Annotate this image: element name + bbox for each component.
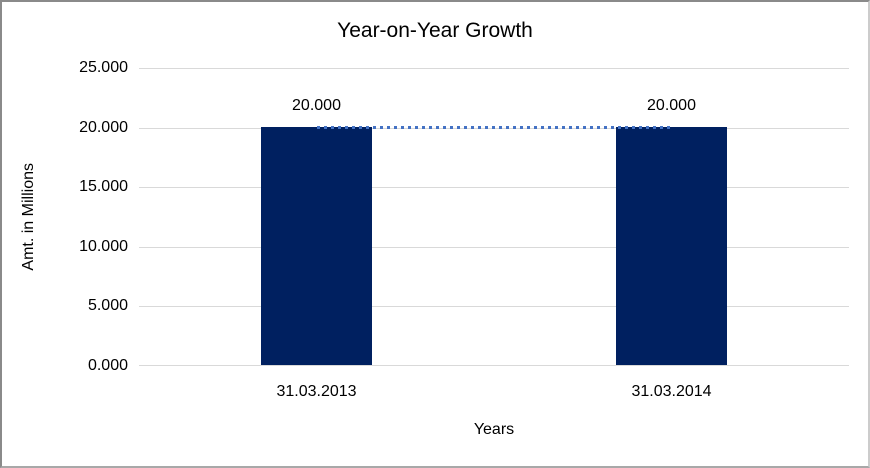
y-tick-label: 10.000 (79, 238, 128, 255)
trendline (317, 126, 672, 129)
gridline (139, 68, 849, 69)
y-tick-label: 20.000 (79, 119, 128, 136)
y-tick-label: 25.000 (79, 59, 128, 76)
x-tick-label: 31.03.2014 (631, 383, 712, 400)
y-tick-label: 15.000 (79, 178, 128, 195)
gridline (139, 247, 849, 248)
x-axis-tick-labels: 31.03.2013 31.03.2014 (139, 383, 849, 403)
bar-data-label: 20.000 (647, 97, 696, 114)
gridline (139, 187, 849, 188)
chart-title: Year-on-Year Growth (337, 19, 533, 42)
y-tick-label: 5.000 (87, 297, 128, 314)
x-tick-label: 31.03.2013 (276, 383, 357, 400)
y-tick-label: 0.000 (87, 357, 128, 374)
x-axis-title: Years (473, 421, 515, 438)
bar (261, 127, 372, 365)
y-axis-tick-labels: 25.000 20.000 15.000 10.000 5.000 0.000 (2, 60, 128, 374)
gridline (139, 306, 849, 307)
bar (616, 127, 727, 365)
plot-area: 20.000 20.000 (139, 68, 849, 366)
bar-data-label: 20.000 (292, 97, 341, 114)
gridline (139, 365, 849, 366)
